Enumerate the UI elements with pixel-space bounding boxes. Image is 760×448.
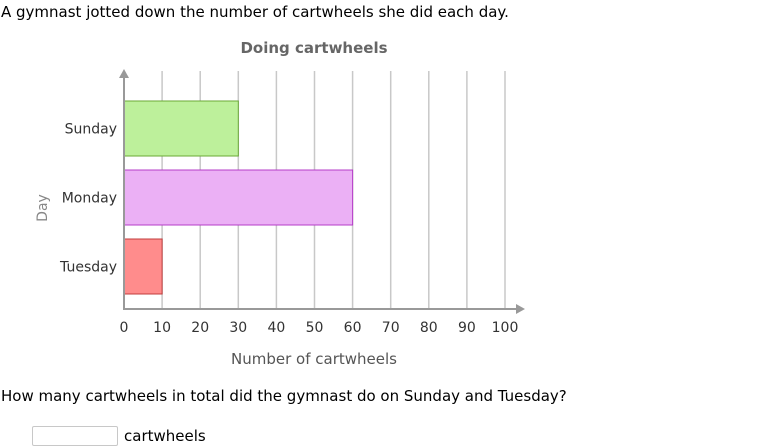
x-tick-label-60: 60 [344,320,362,336]
x-tick-label-80: 80 [420,320,438,336]
chart-title: Doing cartwheels [240,39,387,57]
answer-row: cartwheels [32,424,206,448]
x-tick-label-50: 50 [306,320,324,336]
chart-bars [123,100,354,295]
x-axis-label: Number of cartwheels [231,350,397,368]
x-tick-label-30: 30 [229,320,247,336]
x-tick-label-10: 10 [153,320,171,336]
bar-tuesday [123,238,163,295]
answer-input[interactable] [32,426,118,446]
category-label-monday: Monday [62,191,117,207]
bar-monday [123,169,354,226]
category-label-sunday: Sunday [65,122,117,138]
x-tick-label-100: 100 [492,320,519,336]
x-tick-label-70: 70 [382,320,400,336]
bar-chart: Doing cartwheels Sunday Monday Tuesday 0 10… [35,39,525,368]
y-axis-arrow-icon [119,69,129,78]
x-axis-arrow-icon [516,304,525,314]
x-tick-label-90: 90 [458,320,476,336]
question-text: How many cartwheels in total did the gym… [1,387,567,405]
intro-text: A gymnast jotted down the number of cart… [1,3,509,21]
chart-axes [119,69,525,314]
x-tick-label-0: 0 [120,320,129,336]
y-axis-label: Day [35,194,51,222]
bar-sunday [123,100,239,157]
x-tick-label-20: 20 [191,320,209,336]
x-tick-label-40: 40 [267,320,285,336]
answer-unit-label: cartwheels [124,427,206,445]
category-label-tuesday: Tuesday [59,260,117,276]
x-tick-labels: 0 10 20 30 40 50 60 70 80 90 100 [120,320,519,336]
category-labels: Sunday Monday Tuesday [59,122,117,276]
